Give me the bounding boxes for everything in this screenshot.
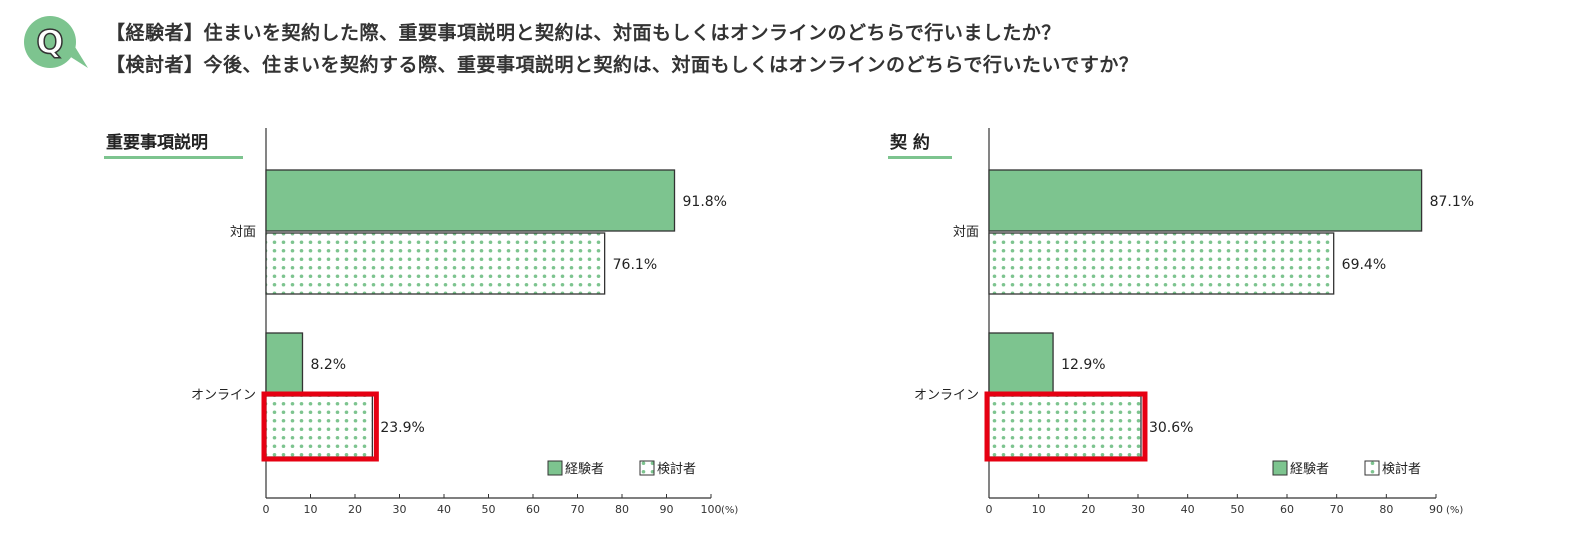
x-tick-label: 30 (1131, 503, 1145, 516)
bar-検討者 (265, 395, 374, 458)
title-underline (104, 156, 243, 159)
data-label: 87.1% (1430, 194, 1474, 210)
bar-経験者 (988, 169, 1423, 232)
x-tick-label: 100 (701, 503, 722, 516)
x-tick-label: 10 (1032, 503, 1046, 516)
x-tick-label: 50 (1230, 503, 1244, 516)
x-tick-label: 30 (393, 503, 407, 516)
x-tick-label: 40 (437, 503, 451, 516)
bar-検討者 (988, 232, 1335, 295)
x-tick-label: 50 (482, 503, 496, 516)
x-tick-label: 90 (660, 503, 674, 516)
highlight-box (984, 391, 1148, 462)
x-tick-label: 0 (263, 503, 270, 516)
x-tick-label: 90 (1429, 503, 1443, 516)
data-label: 8.2% (310, 357, 346, 373)
x-unit-label: (%) (721, 505, 738, 516)
x-tick-label: 40 (1181, 503, 1195, 516)
x-tick-label: 0 (986, 503, 993, 516)
legend-swatch-経験者 (1272, 460, 1288, 476)
panel-title: 重要事項説明 (106, 132, 208, 153)
x-tick-label: 20 (1081, 503, 1095, 516)
data-label: 12.9% (1061, 357, 1105, 373)
x-tick-label: 60 (526, 503, 540, 516)
data-label: 23.9% (380, 420, 424, 436)
x-tick-label: 80 (615, 503, 629, 516)
x-tick-label: 80 (1379, 503, 1393, 516)
data-label: 91.8% (683, 194, 727, 210)
bar-経験者 (265, 332, 304, 395)
panel-title: 契 約 (889, 132, 930, 153)
bar-経験者 (265, 169, 676, 232)
category-label: オンライン (191, 388, 256, 403)
bar-検討者 (265, 232, 606, 295)
x-tick-label: 10 (304, 503, 318, 516)
bar-検討者 (988, 395, 1142, 458)
data-label: 30.6% (1149, 420, 1193, 436)
x-tick-label: 70 (1330, 503, 1344, 516)
bar-経験者 (988, 332, 1054, 395)
question-line-2: 【検討者】今後、住まいを契約する際、重要事項説明と契約は、対面もしくはオンライン… (106, 54, 1139, 76)
svg-text:Q: Q (36, 23, 63, 61)
highlight-box (261, 391, 379, 462)
legend-swatch-検討者 (1364, 460, 1380, 476)
x-unit-label: (%) (1446, 505, 1463, 516)
x-tick-label: 20 (348, 503, 362, 516)
category-label: 対面 (953, 225, 979, 240)
legend-label: 検討者 (657, 461, 696, 477)
data-label: 76.1% (613, 257, 657, 273)
x-tick-label: 60 (1280, 503, 1294, 516)
legend-label: 検討者 (1382, 461, 1421, 477)
x-tick-label: 70 (571, 503, 585, 516)
question-q-icon: Q (24, 16, 88, 68)
legend-label: 経験者 (565, 462, 604, 477)
legend-swatch-検討者 (639, 460, 655, 476)
legend-label: 経験者 (1290, 462, 1329, 477)
title-underline (888, 156, 952, 159)
data-label: 69.4% (1342, 257, 1386, 273)
category-label: 対面 (230, 225, 256, 240)
legend-swatch-経験者 (547, 460, 563, 476)
question-line-1: 【経験者】住まいを契約した際、重要事項説明と契約は、対面もしくはオンラインのどち… (106, 22, 1061, 44)
category-label: オンライン (914, 388, 979, 403)
